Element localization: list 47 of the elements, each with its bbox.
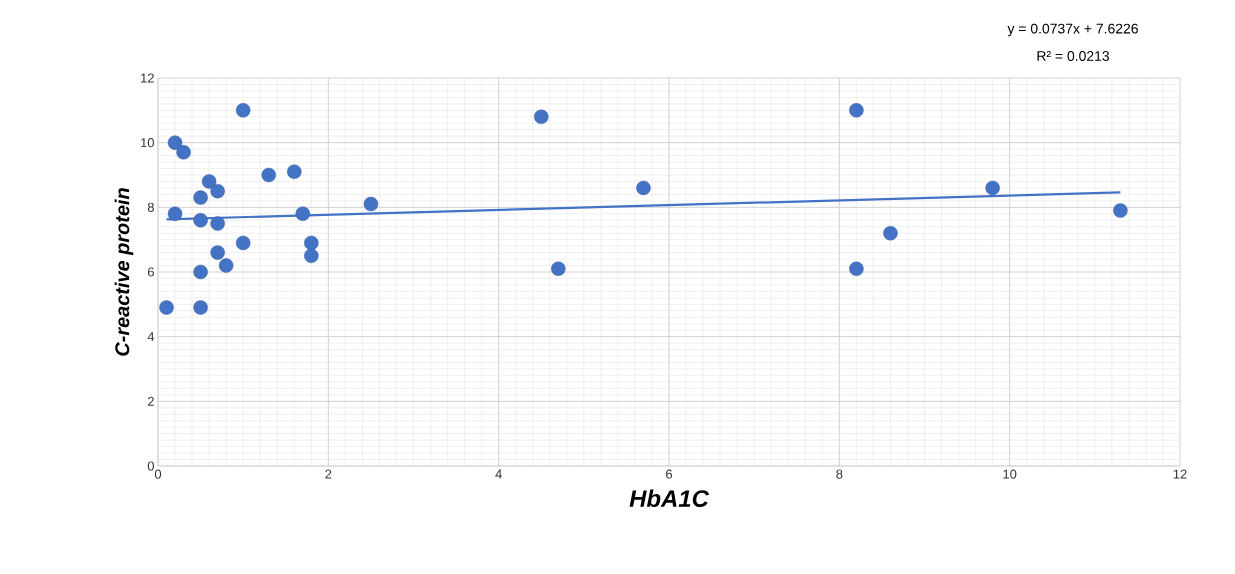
point xyxy=(210,183,225,199)
x-tick-label: 6 xyxy=(666,469,673,479)
y-tick-label: 2 xyxy=(147,396,154,406)
point xyxy=(167,206,183,221)
x-axis-title: HbA1C xyxy=(629,489,710,508)
point xyxy=(201,174,217,189)
point xyxy=(193,264,208,280)
point xyxy=(849,261,864,276)
point xyxy=(235,103,251,118)
point xyxy=(985,180,1000,196)
y-tick-label: 8 xyxy=(147,202,154,212)
text: R² = 0.0213 xyxy=(1037,51,1109,61)
point xyxy=(304,248,319,264)
point xyxy=(849,103,864,118)
point xyxy=(551,261,566,276)
point xyxy=(193,190,208,205)
point xyxy=(235,235,251,251)
point xyxy=(159,300,174,315)
x-tick-label: 10 xyxy=(1003,469,1017,479)
point xyxy=(218,258,234,273)
point xyxy=(210,216,225,231)
text: y = 0.0737x + 7.6226 xyxy=(1007,23,1138,37)
point xyxy=(261,167,276,183)
point xyxy=(176,145,191,160)
point xyxy=(167,135,183,150)
y-tick-label: 12 xyxy=(141,73,154,83)
y-axis-title: C-reactive protein xyxy=(114,188,134,356)
point xyxy=(295,206,310,221)
y-tick-label: 10 xyxy=(141,138,154,148)
y-tick-label: 0 xyxy=(147,461,154,471)
point xyxy=(304,235,319,251)
point xyxy=(210,245,225,260)
point xyxy=(636,180,651,196)
y-tick-label: 6 xyxy=(147,267,154,277)
point xyxy=(193,300,208,315)
point xyxy=(534,109,549,124)
x-tick-label: 4 xyxy=(495,469,502,479)
x-tick-label: 2 xyxy=(325,469,332,479)
point xyxy=(1113,203,1128,218)
x-tick-label: 0 xyxy=(154,469,162,479)
x-tick-label: 8 xyxy=(836,469,843,479)
point xyxy=(193,213,208,228)
point xyxy=(287,164,302,179)
point xyxy=(363,196,379,212)
point xyxy=(883,225,898,241)
x-tick-label: 12 xyxy=(1173,469,1187,479)
y-tick-label: 4 xyxy=(147,332,155,342)
